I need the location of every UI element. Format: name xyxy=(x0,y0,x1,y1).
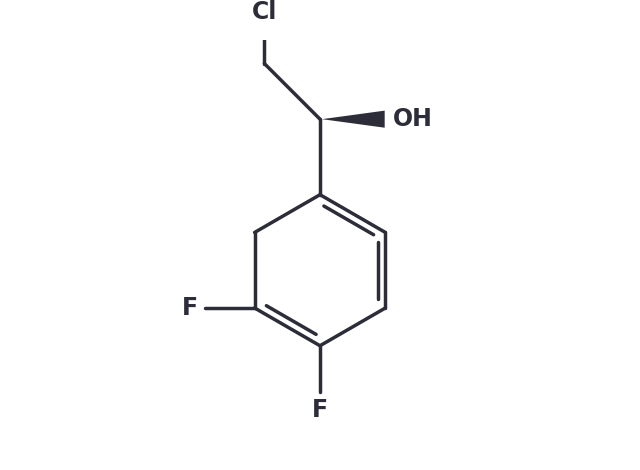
Text: Cl: Cl xyxy=(252,0,277,24)
Text: OH: OH xyxy=(393,107,433,131)
Text: F: F xyxy=(312,398,328,422)
Polygon shape xyxy=(322,110,385,128)
Text: F: F xyxy=(182,296,198,320)
